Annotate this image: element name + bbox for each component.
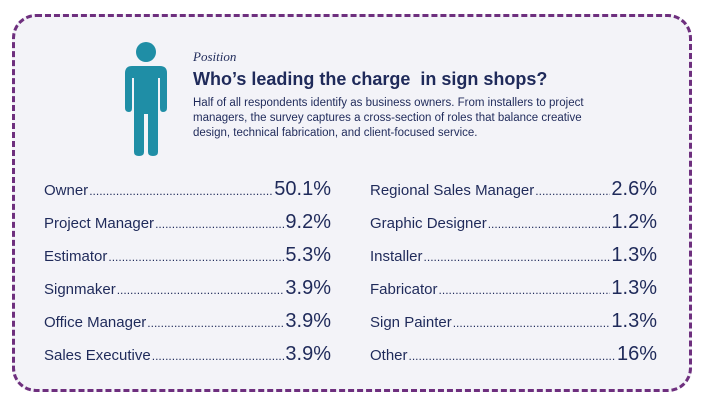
table-row: Regional Sales Manager .................… [370, 178, 657, 211]
dot-leader: ........................................… [487, 217, 611, 231]
table-row: Graphic Designer .......................… [370, 211, 657, 244]
role-label: Other [370, 347, 408, 364]
role-value: 16% [616, 343, 657, 365]
role-value: 3.9% [285, 310, 331, 332]
table-row: Owner ..................................… [44, 178, 331, 211]
role-value: 3.9% [285, 277, 331, 299]
role-label: Sales Executive [44, 347, 151, 364]
section-kicker: Position [193, 49, 237, 64]
table-row: Office Manager .........................… [44, 310, 331, 343]
table-row: Other ..................................… [370, 343, 657, 376]
table-row: Installer ..............................… [370, 244, 657, 277]
table-row: Fabricator .............................… [370, 277, 657, 310]
dot-leader: ........................................… [155, 217, 284, 231]
dot-leader: ........................................… [89, 184, 274, 198]
role-label: Fabricator [370, 281, 438, 298]
dot-leader: ........................................… [535, 184, 610, 198]
role-label: Installer [370, 248, 423, 265]
role-label: Estimator [44, 248, 108, 265]
role-label: Regional Sales Manager [370, 182, 535, 199]
role-label: Sign Painter [370, 314, 452, 331]
roles-column-right: Regional Sales Manager .................… [370, 178, 657, 376]
dot-leader: ........................................… [452, 316, 611, 330]
role-value: 1.3% [611, 244, 657, 266]
role-value: 5.3% [285, 244, 331, 266]
role-value: 1.3% [611, 277, 657, 299]
role-label: Owner [44, 182, 89, 199]
page-title: Who’s leading the charge in sign shops? [193, 69, 548, 89]
role-label: Project Manager [44, 215, 155, 232]
role-value: 3.9% [285, 343, 331, 365]
role-label: Graphic Designer [370, 215, 487, 232]
role-label: Office Manager [44, 314, 147, 331]
dot-leader: ........................................… [151, 349, 285, 363]
table-row: Sign Painter ...........................… [370, 310, 657, 343]
role-value: 1.3% [611, 310, 657, 332]
dot-leader: ........................................… [423, 250, 611, 264]
dot-leader: ........................................… [438, 283, 611, 297]
description-text: Half of all respondents identify as busi… [193, 97, 584, 139]
dot-leader: ........................................… [408, 349, 616, 363]
role-value: 50.1% [274, 178, 331, 200]
table-row: Signmaker ..............................… [44, 277, 331, 310]
dot-leader: ........................................… [116, 283, 285, 297]
table-row: Sales Executive ........................… [44, 343, 331, 376]
dot-leader: ........................................… [108, 250, 284, 264]
role-value: 9.2% [285, 211, 331, 233]
role-label: Signmaker [44, 281, 116, 298]
role-value: 2.6% [611, 178, 657, 200]
person-icon [125, 42, 167, 156]
table-row: Project Manager ........................… [44, 211, 331, 244]
dot-leader: ........................................… [147, 316, 284, 330]
roles-column-left: Owner ..................................… [44, 178, 331, 376]
table-row: Estimator ..............................… [44, 244, 331, 277]
role-value: 1.2% [611, 211, 657, 233]
